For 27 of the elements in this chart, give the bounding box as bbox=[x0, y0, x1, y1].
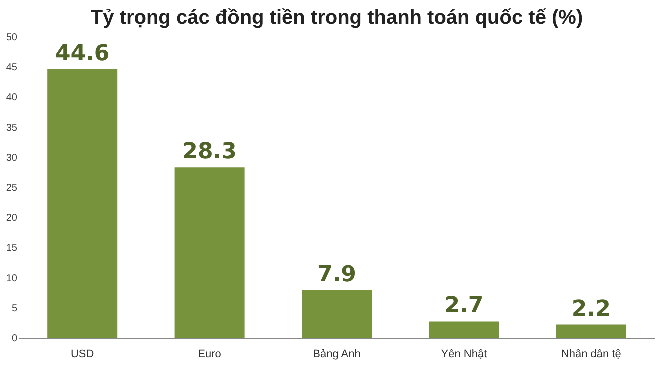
chart-title: Tỷ trọng các đồng tiền trong thanh toán quốc tế (%) bbox=[90, 7, 584, 29]
y-tick-label: 50 bbox=[6, 32, 18, 44]
x-tick-label: Yên Nhật bbox=[441, 348, 488, 360]
bar bbox=[48, 70, 118, 338]
data-label: 28.3 bbox=[182, 140, 237, 165]
y-tick-label: 20 bbox=[6, 213, 18, 224]
x-tick-label: USD bbox=[70, 348, 94, 360]
bar bbox=[429, 322, 500, 338]
data-label: 2.2 bbox=[572, 296, 611, 322]
y-tick-label: 0 bbox=[12, 334, 18, 344]
y-tick-label: 35 bbox=[6, 122, 18, 134]
x-tick-label: Euro bbox=[198, 348, 222, 360]
y-tick-label: 25 bbox=[6, 183, 18, 194]
y-tick-label: 45 bbox=[6, 62, 18, 74]
bar bbox=[302, 290, 372, 338]
y-tick-label: 5 bbox=[12, 303, 18, 314]
data-label: 7.9 bbox=[318, 262, 356, 288]
y-tick-label: 15 bbox=[6, 243, 18, 254]
data-label: 44.6 bbox=[55, 42, 110, 67]
x-tick-label: Bảng Anh bbox=[313, 348, 361, 360]
data-label: 2.7 bbox=[444, 294, 484, 319]
bar bbox=[174, 168, 245, 338]
y-tick-label: 10 bbox=[6, 273, 18, 284]
x-tick-label: Nhân dân tệ bbox=[561, 348, 622, 360]
y-tick-label: 40 bbox=[6, 92, 18, 104]
bar bbox=[556, 324, 626, 338]
y-tick-label: 30 bbox=[6, 152, 18, 164]
